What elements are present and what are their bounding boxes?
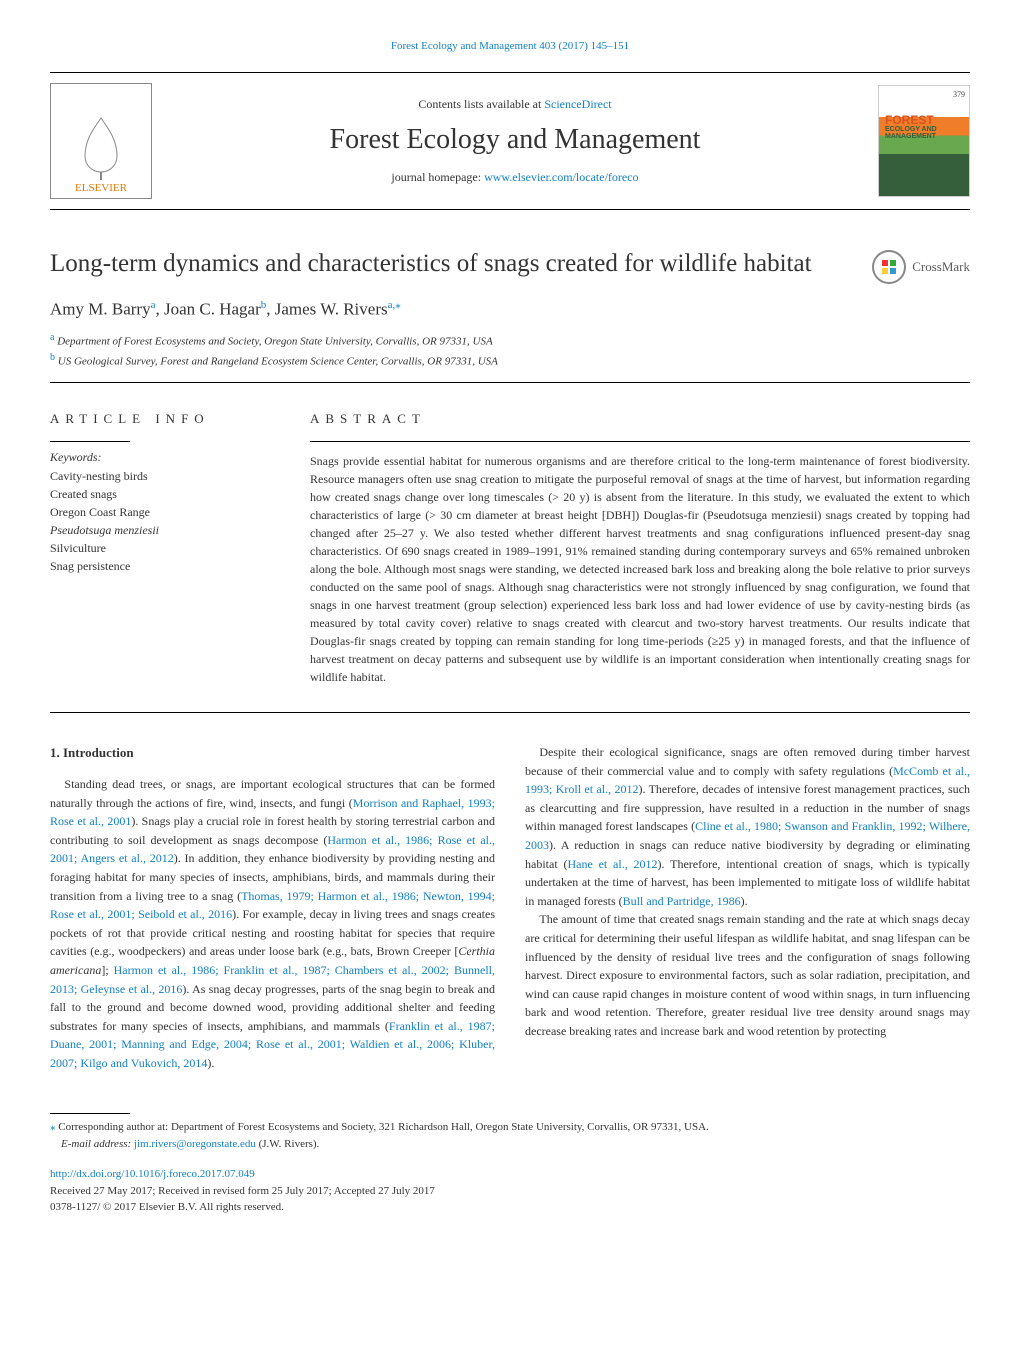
crossmark-label: CrossMark [912, 259, 970, 275]
author-1-aff[interactable]: a [151, 299, 156, 311]
corresponding-author: ⁎ Corresponding author at: Department of… [50, 1119, 970, 1136]
aff-a: Department of Forest Ecosystems and Soci… [54, 335, 492, 347]
email-link[interactable]: jim.rivers@oregonstate.edu [134, 1138, 256, 1150]
author-1: Amy M. Barry [50, 300, 151, 319]
text-run: ). [207, 1056, 214, 1070]
rule-footnote [50, 1113, 130, 1114]
abstract-text: Snags provide essential habitat for nume… [310, 452, 970, 686]
elsevier-logo: ELSEVIER [50, 83, 152, 199]
author-2-aff[interactable]: b [261, 299, 267, 311]
contents-prefix: Contents lists available at [418, 97, 544, 111]
copyright-line: 0378-1127/ © 2017 Elsevier B.V. All righ… [50, 1199, 970, 1216]
paragraph: The amount of time that created snags re… [525, 910, 970, 1040]
keyword: Cavity-nesting birds [50, 467, 270, 485]
cover-title-2: ECOLOGY AND [885, 126, 937, 133]
section-heading-intro: 1. Introduction [50, 743, 495, 763]
journal-cover: 379 FOREST ECOLOGY AND MANAGEMENT [878, 85, 970, 197]
homepage-prefix: journal homepage: [391, 170, 484, 184]
citation-link[interactable]: Hane et al., 2012 [567, 857, 657, 871]
rule-abstract [310, 441, 970, 442]
keywords-label: Keywords: [50, 450, 270, 465]
corr-text: Corresponding author at: Department of F… [56, 1121, 709, 1133]
affiliations: a Department of Forest Ecosystems and So… [50, 330, 970, 370]
cover-title-3: MANAGEMENT [885, 133, 937, 140]
received-line: Received 27 May 2017; Received in revise… [50, 1183, 970, 1200]
aff-b: US Geological Survey, Forest and Rangela… [55, 355, 498, 367]
elsevier-tree-icon [71, 112, 131, 182]
cover-title-1: FOREST [885, 114, 937, 126]
email-author: (J.W. Rivers). [256, 1138, 319, 1150]
rule-above-abstract [50, 382, 970, 383]
keyword: Silviculture [50, 539, 270, 557]
email-label: E-mail address: [61, 1138, 134, 1150]
homepage-line: journal homepage: www.elsevier.com/locat… [152, 170, 878, 185]
sciencedirect-link[interactable]: ScienceDirect [544, 97, 611, 111]
crossmark-icon [872, 250, 906, 284]
cover-issue-number: 379 [953, 90, 965, 99]
text-run: ]; [101, 963, 113, 977]
citation-link[interactable]: Bull and Partridge, 1986 [623, 894, 741, 908]
text-run: ). [741, 894, 748, 908]
author-3-corr[interactable]: ⁎ [395, 299, 401, 311]
keyword: Snag persistence [50, 557, 270, 575]
footer: ⁎ Corresponding author at: Department of… [50, 1113, 970, 1216]
author-3: James W. Rivers [275, 300, 388, 319]
doi-link[interactable]: http://dx.doi.org/10.1016/j.foreco.2017.… [50, 1168, 255, 1180]
body-text: 1. Introduction Standing dead trees, or … [50, 743, 970, 1073]
running-head: Forest Ecology and Management 403 (2017)… [50, 40, 970, 52]
article-info-heading: ARTICLE INFO [50, 411, 270, 427]
keyword: Oregon Coast Range [50, 503, 270, 521]
journal-header: ELSEVIER Contents lists available at Sci… [50, 73, 970, 209]
authors: Amy M. Barrya, Joan C. Hagarb, James W. … [50, 298, 970, 320]
article-title: Long-term dynamics and characteristics o… [50, 250, 812, 278]
paragraph: Standing dead trees, or snags, are impor… [50, 775, 495, 1073]
running-head-text[interactable]: Forest Ecology and Management 403 (2017)… [391, 40, 629, 52]
abstract-heading: ABSTRACT [310, 411, 970, 427]
paragraph: Despite their ecological significance, s… [525, 743, 970, 910]
keyword: Pseudotsuga menziesii [50, 521, 270, 539]
elsevier-text: ELSEVIER [75, 182, 127, 194]
rule-below-abstract [50, 712, 970, 713]
crossmark-badge[interactable]: CrossMark [872, 250, 970, 284]
rule-info [50, 441, 130, 442]
keywords-list: Cavity-nesting birds Created snags Orego… [50, 467, 270, 575]
homepage-link[interactable]: www.elsevier.com/locate/foreco [484, 170, 639, 184]
rule-under-header [50, 209, 970, 210]
email-line: E-mail address: jim.rivers@oregonstate.e… [50, 1136, 970, 1153]
author-2: Joan C. Hagar [164, 300, 261, 319]
contents-line: Contents lists available at ScienceDirec… [152, 97, 878, 112]
keyword: Created snags [50, 485, 270, 503]
journal-name: Forest Ecology and Management [152, 124, 878, 156]
